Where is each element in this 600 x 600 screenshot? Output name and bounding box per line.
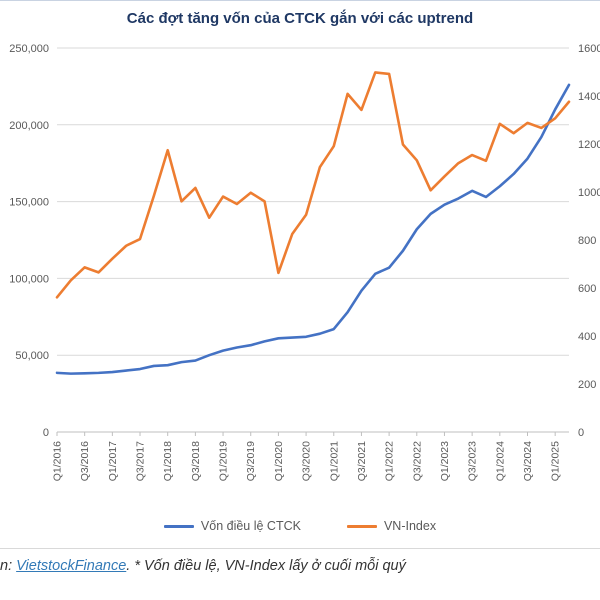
chart-title: Các đợt tăng vốn của CTCK gắn với các up… [126,10,474,27]
chart-plot: 0 50,000 100,000 150,000 200,000 250,000 0 200 4… [9,43,600,481]
svg-text:Q1/2024: Q1/2024 [494,441,506,481]
svg-text:0: 0 [43,427,49,439]
svg-text:Q1/2019: Q1/2019 [218,441,230,481]
svg-text:Q1/2021: Q1/2021 [328,441,340,481]
svg-text:Q3/2020: Q3/2020 [301,441,313,481]
source-note: n: VietstockFinance. * Vốn điều lệ, VN-I… [0,549,600,574]
svg-text:Q1/2017: Q1/2017 [107,441,119,481]
svg-text:150,000: 150,000 [9,197,49,209]
svg-text:1600: 1600 [578,43,600,55]
svg-text:Q1/2020: Q1/2020 [273,441,285,481]
svg-text:Q3/2022: Q3/2022 [411,441,423,481]
svg-text:800: 800 [578,235,596,247]
svg-text:Q1/2022: Q1/2022 [384,441,396,481]
svg-text:Q3/2016: Q3/2016 [79,441,91,481]
svg-text:Q3/2023: Q3/2023 [467,441,479,481]
svg-text:Q3/2021: Q3/2021 [356,441,368,481]
svg-text:0: 0 [578,427,584,439]
svg-text:600: 600 [578,283,596,295]
svg-text:1200: 1200 [578,139,600,151]
svg-text:400: 400 [578,331,596,343]
svg-text:250,000: 250,000 [9,43,49,55]
svg-text:50,000: 50,000 [15,350,49,362]
legend-label-von-dieu-le: Vốn điều lệ CTCK [200,519,301,533]
legend-label-vnindex: VN-Index [383,519,437,533]
source-prefix: n: [0,558,17,574]
vietstockfinance-link[interactable]: VietstockFinance [16,558,127,574]
svg-text:Q1/2023: Q1/2023 [439,441,451,481]
svg-text:Q3/2018: Q3/2018 [190,441,202,481]
svg-text:Q1/2018: Q1/2018 [162,441,174,481]
svg-text:Q3/2017: Q3/2017 [135,441,147,481]
legend-item-vnindex: VN-Index [346,519,437,533]
svg-text:Q3/2024: Q3/2024 [522,441,534,481]
svg-text:Q3/2019: Q3/2019 [245,441,257,481]
svg-text:200: 200 [578,379,596,391]
svg-text:100,000: 100,000 [9,273,49,285]
svg-text:Q1/2025: Q1/2025 [550,441,562,481]
source-suffix: . * Vốn điều lệ, VN-Index lấy ở cuối mỗi… [126,558,406,574]
svg-text:Q1/2016: Q1/2016 [52,441,64,481]
legend-line-swatch-orange [346,524,377,528]
chart-legend: Vốn điều lệ CTCK VN-Index [0,516,600,536]
legend-line-swatch-blue [163,524,194,528]
legend-item-von-dieu-le: Vốn điều lệ CTCK [163,519,301,533]
divider [0,548,600,549]
svg-text:1400: 1400 [578,91,600,103]
svg-text:200,000: 200,000 [9,120,49,132]
svg-text:1000: 1000 [578,187,600,199]
